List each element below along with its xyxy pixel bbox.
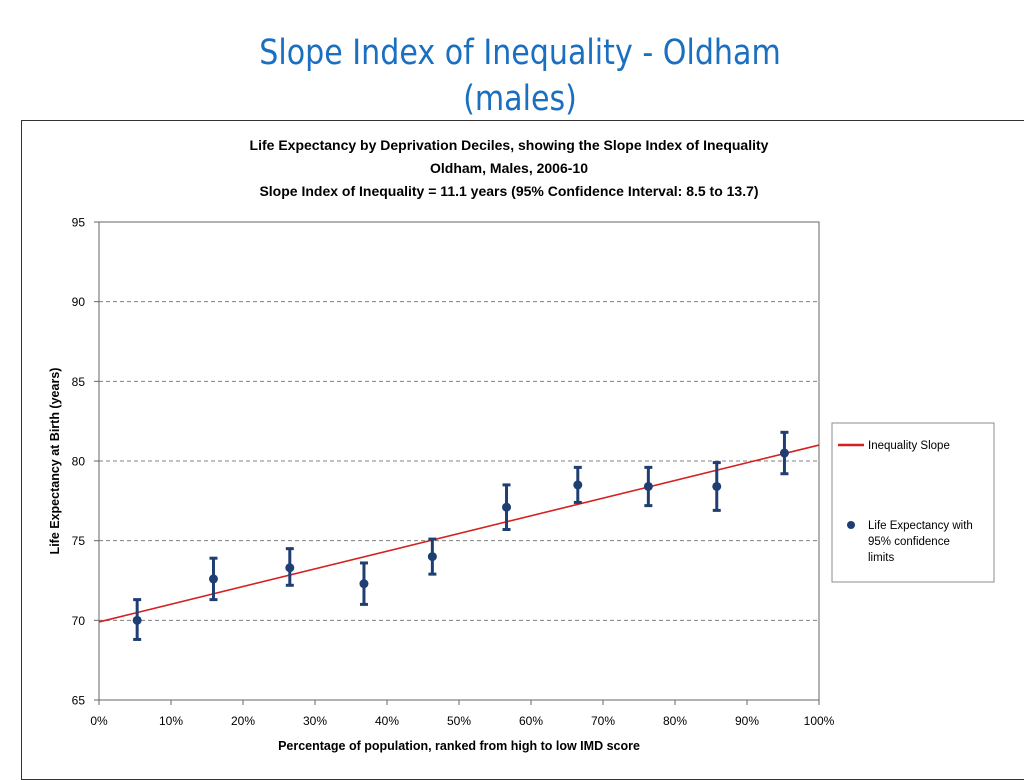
legend-label-life-expectancy-line-3: limits <box>868 552 894 564</box>
chart-title-line-2: Oldham, Males, 2006-10 <box>430 160 588 176</box>
chart-title-line-1: Life Expectancy by Deprivation Deciles, … <box>250 137 769 153</box>
x-tick-label: 0% <box>90 714 108 728</box>
inequality-slope <box>98 444 820 623</box>
x-tick-label: 40% <box>375 714 399 728</box>
x-tick-label: 70% <box>591 714 615 728</box>
y-tick-label: 95 <box>72 216 86 230</box>
y-axis-ticks: 65 70 75 80 85 90 95 <box>72 216 99 708</box>
y-axis-label: Life Expectancy at Birth (years) <box>48 368 62 555</box>
legend: Inequality Slope Life Expectancy with 95% … <box>831 422 995 583</box>
chart-svg: Life Expectancy by Deprivation Deciles, … <box>48 137 995 753</box>
legend-swatch-life-expectancy <box>847 521 855 529</box>
data-point <box>712 481 722 491</box>
slide-title: Slope Index of Inequality - Oldham (male… <box>73 30 967 122</box>
data-point-group <box>208 556 218 602</box>
x-tick-label: 90% <box>735 714 759 728</box>
x-tick-label: 10% <box>159 714 183 728</box>
legend-label-life-expectancy-line-2: 95% confidence <box>868 536 950 548</box>
data-point-group <box>712 461 722 512</box>
data-point-group <box>132 598 142 641</box>
x-tick-label: 100% <box>804 714 835 728</box>
y-tick-label: 75 <box>72 534 86 548</box>
slide-title-line-2: (males) <box>463 79 577 119</box>
legend-label-inequality-slope: Inequality Slope <box>868 440 950 452</box>
data-point-group <box>643 465 653 508</box>
gridlines <box>99 221 819 621</box>
data-point <box>779 448 789 458</box>
x-axis-ticks: 0% 10% 20% 30% 40% 50% 60% 70% 80% 90% 100% <box>90 700 835 728</box>
legend-label-life-expectancy-line-1: Life Expectancy with <box>868 520 973 532</box>
data-point <box>502 502 512 512</box>
data-point <box>359 579 369 589</box>
data-point-group <box>573 465 583 504</box>
y-tick-label: 70 <box>72 614 86 628</box>
y-tick-label: 90 <box>72 295 86 309</box>
data-points <box>132 430 789 641</box>
data-point-group <box>502 483 512 532</box>
legend-box <box>831 422 995 583</box>
x-tick-label: 60% <box>519 714 543 728</box>
data-point <box>427 552 437 562</box>
chart-title: Life Expectancy by Deprivation Deciles, … <box>250 137 769 199</box>
chart-title-line-3: Slope Index of Inequality = 11.1 years (… <box>259 183 758 199</box>
x-axis-label: Percentage of population, ranked from hi… <box>278 739 640 753</box>
data-point-group <box>285 547 295 587</box>
y-tick-label: 80 <box>72 455 86 469</box>
chart-frame: Life Expectancy by Deprivation Deciles, … <box>21 120 1024 780</box>
data-point-group <box>427 537 437 576</box>
x-tick-label: 30% <box>303 714 327 728</box>
data-point <box>573 480 583 490</box>
data-point-group <box>779 430 789 476</box>
x-tick-label: 50% <box>447 714 471 728</box>
x-tick-label: 80% <box>663 714 687 728</box>
x-tick-label: 20% <box>231 714 255 728</box>
data-point-group <box>359 561 369 606</box>
data-point <box>285 563 295 573</box>
data-point <box>643 481 653 491</box>
y-tick-label: 65 <box>72 694 86 708</box>
inequality-slope-line <box>98 444 820 623</box>
slide-title-line-1: Slope Index of Inequality - Oldham <box>259 33 781 73</box>
y-tick-label: 85 <box>72 375 86 389</box>
data-point <box>208 574 218 584</box>
data-point <box>132 615 142 625</box>
